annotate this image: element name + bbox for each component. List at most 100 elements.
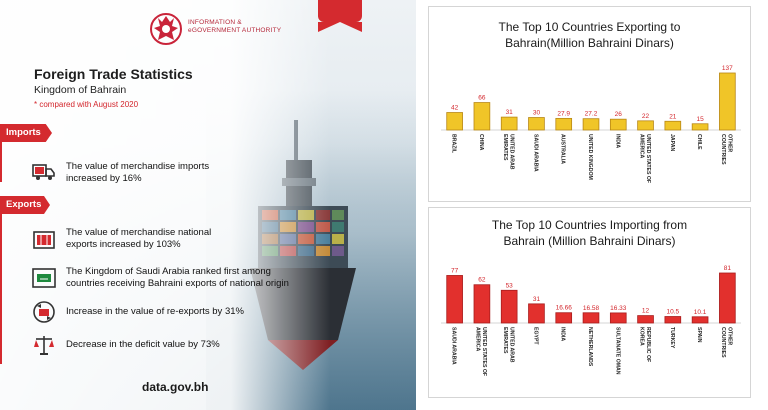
exports-item-2-line-1: The Kingdom of Saudi Arabia ranked first… (66, 266, 271, 277)
category-label-11-line-1: OTHER (727, 134, 733, 152)
category-label-4: SAUDI ARABIA (532, 134, 538, 172)
category-label-7-line-1: INDIA (614, 134, 620, 148)
bar-8 (637, 120, 654, 131)
page-subtitle: Kingdom of Bahrain (34, 84, 127, 96)
bar-3-value-label: 53 (506, 282, 514, 289)
bar-8 (637, 315, 654, 324)
imports-ribbon: Imports (0, 124, 52, 142)
category-label-3-line-2: EMIRATES (502, 134, 508, 161)
exports-item-4-line-1: Decrease in the deficit value by 73% (66, 339, 220, 350)
category-label-7-line-1: SULTANATE OMAN (614, 327, 620, 375)
bar-2-value-label: 66 (478, 95, 486, 102)
category-label-10-line-1: CHILE (696, 134, 702, 150)
category-label-1: SAUDI ARABIA (451, 327, 457, 365)
category-label-11-line-1: OTHER (727, 327, 733, 345)
bar-9-value-label: 21 (669, 113, 677, 120)
page-title: Foreign Trade Statistics (34, 66, 193, 82)
comparison-note: * compared with August 2020 (34, 100, 139, 109)
bar-9 (664, 120, 682, 131)
bar-7 (609, 118, 627, 131)
bar-10-value-label: 10.1 (694, 309, 707, 316)
bar-1 (446, 275, 463, 324)
bar-1 (446, 112, 463, 131)
bar-2-value-label: 62 (478, 277, 486, 284)
bar-7-value-label: 16.33 (610, 305, 627, 312)
bar-10 (691, 123, 709, 131)
bar-4-value-label: 31 (533, 296, 541, 303)
category-label-5-line-1: AUSTRALIA (560, 134, 566, 164)
bar-3 (500, 116, 518, 131)
website-link[interactable]: data.gov.bh (142, 380, 209, 394)
category-label-1: BRAZIL (451, 134, 457, 154)
category-label-2-line-1: CHINA (478, 134, 484, 151)
category-label-7: SULTANATE OMAN (614, 327, 620, 375)
bar-2 (473, 284, 491, 324)
bar-7-value-label: 26 (615, 111, 623, 118)
category-label-5: AUSTRALIA (560, 134, 566, 164)
bar-4 (528, 303, 545, 324)
category-label-6: NETHERLANDS (587, 327, 593, 367)
category-label-5: INDIA (560, 327, 566, 341)
chart-2-title: The Top 10 Countries Importing from Bahr… (429, 217, 750, 249)
category-label-7: INDIA (614, 134, 620, 148)
category-label-10-line-1: SPAIN (696, 327, 702, 343)
category-label-3-line-1: UNITED ARAB (508, 327, 514, 363)
exports-to-bahrain-chart-panel: The Top 10 Countries Exporting to Bahrai… (428, 6, 751, 202)
exports-ribbon: Exports (0, 196, 50, 214)
exports-item-2: The Kingdom of Saudi Arabia ranked first… (66, 266, 289, 289)
category-label-4: EGYPT (532, 327, 538, 345)
category-label-5-line-1: INDIA (560, 327, 566, 341)
bar-11 (719, 72, 736, 131)
exports-item-1: The value of merchandise national export… (66, 227, 211, 250)
category-label-1-line-1: SAUDI ARABIA (451, 327, 457, 365)
bar-5 (555, 117, 573, 131)
category-label-8-line-1: REPUBLIC OF (645, 327, 651, 362)
imports-from-bahrain-chart-panel: The Top 10 Countries Importing from Bahr… (428, 207, 751, 398)
category-label-2: CHINA (478, 134, 484, 151)
category-label-2-line-2: AMERICA (475, 327, 481, 351)
exports-item-3: Increase in the value of re-exports by 3… (66, 306, 244, 318)
bar-6-value-label: 27.2 (585, 111, 598, 118)
imports-item-1-line-1: The value of merchandise imports (66, 161, 210, 172)
exports-item-2-line-2: countries receiving Bahraini exports of … (66, 277, 289, 289)
category-label-9-line-1: TURKEY (669, 327, 675, 349)
category-label-10: SPAIN (696, 327, 702, 343)
category-label-1-line-1: BRAZIL (451, 134, 457, 154)
balance-scale-icon (34, 336, 54, 355)
red-bookmark-tab (318, 0, 362, 32)
bar-1-value-label: 77 (451, 267, 459, 274)
authority-line-2: eGOVERNMENT AUTHORITY (188, 27, 282, 34)
exports-divider (0, 214, 2, 364)
bar-10-value-label: 15 (696, 116, 704, 123)
category-label-8-line-2: AMERICA (638, 134, 644, 158)
bar-6 (582, 312, 600, 324)
authority-name: INFORMATION & eGOVERNMENT AUTHORITY (188, 19, 288, 35)
bar-6-value-label: 16.58 (583, 305, 600, 312)
bar-3-value-label: 31 (506, 109, 514, 116)
bar-9 (664, 316, 682, 324)
exports-item-4: Decrease in the deficit value by 73% (66, 339, 220, 351)
bar-5-value-label: 27.9 (557, 110, 570, 117)
bar-10 (691, 316, 709, 324)
category-label-2-line-1: UNITED STATES OF (481, 327, 487, 376)
chart-1-title-line-1: The Top 10 Countries Exporting to (498, 20, 681, 34)
chart-1-title: The Top 10 Countries Exporting to Bahrai… (429, 19, 750, 51)
category-label-6-line-1: NETHERLANDS (587, 327, 593, 367)
bar-4-value-label: 30 (533, 110, 541, 117)
imports-item-1: The value of merchandise imports increas… (66, 161, 209, 184)
category-label-4-line-1: SAUDI ARABIA (532, 134, 538, 172)
category-label-9: TURKEY (669, 327, 675, 349)
bahrain-iga-logo-icon (150, 13, 182, 45)
category-label-6-line-1: UNITED KINGDOM (587, 134, 593, 180)
bar-11-value-label: 81 (724, 265, 732, 272)
bar-5 (555, 312, 573, 324)
category-label-9: JAPAN (669, 134, 675, 151)
bar-11 (719, 272, 736, 324)
category-label-9-line-1: JAPAN (669, 134, 675, 151)
